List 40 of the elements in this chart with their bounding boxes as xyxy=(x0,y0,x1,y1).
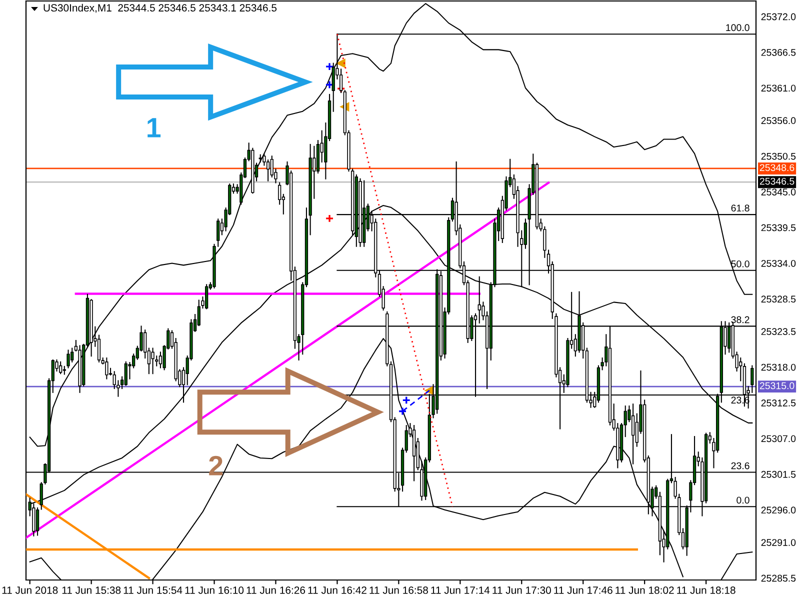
x-tick-label: 11 Jun 17:30 xyxy=(492,586,551,594)
series-label: 0.0 xyxy=(736,496,750,504)
ref-line-label: 25315.0 xyxy=(760,382,794,390)
series-label: 38.2 xyxy=(731,316,750,324)
x-tick-label: 11 Jun 15:38 xyxy=(62,586,121,594)
x-tick-label: 11 Jun 2018 xyxy=(2,586,58,594)
series-label: 61.8 xyxy=(731,204,750,212)
y-tick-label: 25291.0 xyxy=(761,539,796,546)
x-tick-label: 11 Jun 16:42 xyxy=(308,586,366,594)
y-tick-label: 25323.5 xyxy=(761,328,796,336)
x-tick-label: 11 Jun 17:14 xyxy=(431,586,490,594)
x-tick-label: 11 Jun 16:26 xyxy=(246,586,306,594)
x-tick-label: 11 Jun 18:02 xyxy=(616,586,674,594)
y-tick-label: 25301.5 xyxy=(761,470,796,478)
y-tick-label: 25372.0 xyxy=(761,13,796,20)
y-tick-label: 25339.5 xyxy=(761,224,796,232)
y-tick-label: 25312.5 xyxy=(761,400,796,406)
ref-line-label: 25348.6 xyxy=(760,164,794,172)
y-tick-label: 25296.0 xyxy=(761,506,796,514)
y-tick-label: 25307.0 xyxy=(761,435,796,442)
y-tick-label: 25318.0 xyxy=(761,364,796,371)
y-tick-label: 25350.5 xyxy=(761,152,796,160)
x-tick-label: 11 Jun 16:58 xyxy=(370,586,428,594)
annotation: 2 xyxy=(209,456,222,476)
series-label: 23.6 xyxy=(731,462,750,470)
y-tick-label: 25356.0 xyxy=(761,117,796,124)
y-tick-label: 25361.0 xyxy=(761,84,796,92)
y-tick-label: 25285.5 xyxy=(761,574,796,582)
y-tick-label: 25334.0 xyxy=(761,260,796,267)
y-tick-label: 25366.5 xyxy=(761,49,796,56)
chart-title: US30Index,M1 25344.5 25346.5 25343.1 25346.5 xyxy=(44,4,277,13)
y-tick-label: 25328.5 xyxy=(761,296,796,303)
x-tick-label: 11 Jun 18:18 xyxy=(677,586,736,594)
x-tick-label: 11 Jun 17:46 xyxy=(554,586,612,594)
annotation: 1 xyxy=(148,118,161,138)
x-tick-label: 11 Jun 16:10 xyxy=(185,586,244,594)
ref-line-label: 25346.5 xyxy=(760,178,794,185)
x-tick-label: 11 Jun 15:54 xyxy=(124,586,182,594)
y-tick-label: 25345.0 xyxy=(761,188,796,196)
series-label: 100.0 xyxy=(726,24,750,32)
